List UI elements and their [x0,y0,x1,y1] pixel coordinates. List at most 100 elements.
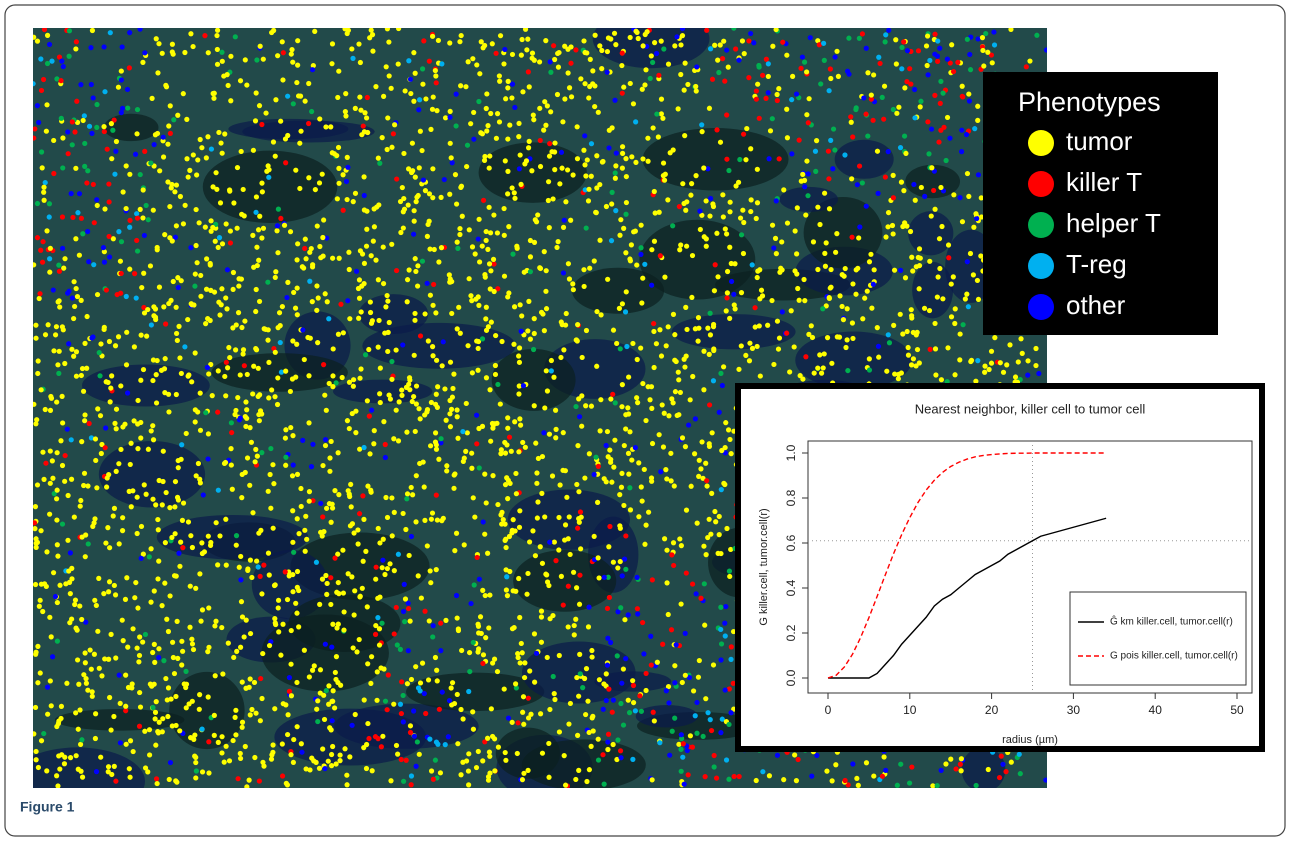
cell-dot [733,183,738,188]
cell-dot [626,472,631,477]
cell-dot [453,172,458,177]
cell-dot [438,195,443,200]
cell-dot [543,123,548,128]
cell-dot [899,66,904,71]
cell-dot [542,99,547,104]
cell-dot [50,476,55,481]
cell-dot [150,423,155,428]
cell-dot [244,618,249,623]
cell-dot [476,294,481,299]
cell-dot [839,304,844,309]
cell-dot [686,772,691,777]
cell-dot [618,559,623,564]
cell-dot [219,625,224,630]
cell-dot [626,374,631,379]
cell-dot [679,732,684,737]
cell-dot [41,190,46,195]
cell-dot [193,271,198,276]
cell-dot [411,394,416,399]
cell-dot [289,628,294,633]
cell-dot [224,360,229,365]
cell-dot [98,413,103,418]
cell-dot [505,593,510,598]
cell-dot [122,422,127,427]
cell-dot [971,272,976,277]
cell-dot [495,230,500,235]
cell-dot [773,236,778,241]
cell-dot [430,107,435,112]
cell-dot [649,475,654,480]
cell-dot [633,445,638,450]
cell-dot [587,730,592,735]
cell-dot [98,755,103,760]
cell-dot [664,688,669,693]
cell-dot [801,277,806,282]
cell-dot [204,256,209,261]
cell-dot [223,460,228,465]
cell-dot [389,359,394,364]
cell-dot [748,146,753,151]
cell-dot [520,89,525,94]
cell-dot [590,714,595,719]
cell-dot [320,746,325,751]
cell-dot [638,245,643,250]
cell-dot [599,66,604,71]
y-tick-label: 0.2 [784,624,798,641]
cell-dot [373,84,378,89]
cell-dot [507,123,512,128]
cell-dot [520,710,525,715]
cell-dot [376,277,381,282]
cell-dot [124,330,129,335]
cell-dot [693,326,698,331]
cell-dot [414,473,419,478]
cell-dot [197,477,202,482]
cell-dot [377,594,382,599]
cell-dot [438,648,443,653]
cell-dot [690,745,695,750]
cell-dot [629,154,634,159]
cell-dot [938,185,943,190]
cell-dot [450,386,455,391]
cell-dot [108,399,113,404]
cell-dot [347,426,352,431]
cell-dot [323,124,328,129]
cell-dot [958,331,963,336]
cell-dot [259,181,264,186]
cell-dot [694,700,699,705]
cell-dot [144,492,149,497]
cell-dot [73,236,78,241]
cell-dot [638,252,643,257]
cell-dot [582,162,587,167]
cell-dot [127,267,132,272]
cell-dot [336,450,341,455]
cell-dot [389,495,394,500]
cell-dot [604,443,609,448]
cell-dot [667,753,672,758]
cell-dot [895,783,900,788]
cell-dot [118,740,123,745]
cell-dot [462,456,467,461]
cell-dot [553,408,558,413]
cell-dot [344,782,349,787]
cell-dot [407,267,412,272]
cell-dot [47,42,52,47]
legend-label: other [1066,290,1126,320]
cell-dot [552,57,557,62]
cell-dot [992,335,997,340]
cell-dot [965,171,970,176]
cell-dot [584,779,589,784]
cell-dot [861,95,866,100]
cell-dot [357,637,362,642]
cell-dot [845,368,850,373]
cell-dot [1033,346,1038,351]
cell-dot [225,72,230,77]
cell-dot [60,420,65,425]
cell-dot [748,209,753,214]
cell-dot [76,682,81,687]
cell-dot [357,511,362,516]
cell-dot [631,683,636,688]
cell-dot [225,365,230,370]
cell-dot [268,506,273,511]
cell-dot [226,641,231,646]
cell-dot [545,579,550,584]
